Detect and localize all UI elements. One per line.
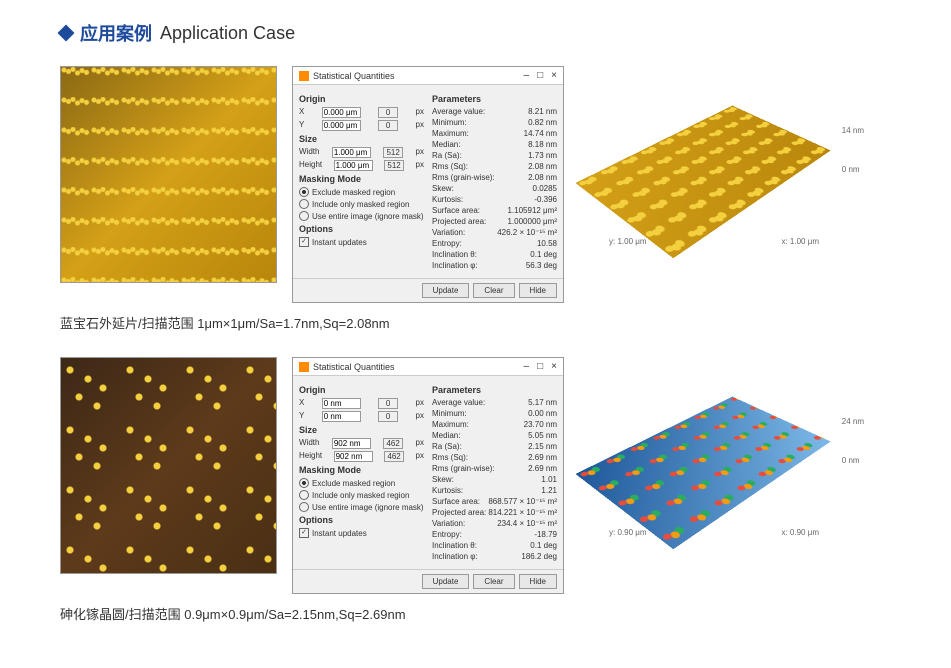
height-input[interactable] — [334, 451, 373, 462]
width-input[interactable] — [332, 147, 371, 158]
params-list-2: Average value:5.17 nm Minimum:0.00 nm Maxi… — [432, 398, 557, 561]
origin-label: Origin — [299, 385, 424, 395]
param-row: Entropy:-18.79 — [432, 530, 557, 539]
origin-y-input[interactable] — [322, 120, 361, 131]
afm-3d-view-1: y: 1.00 μm x: 1.00 μm 14 nm0 nm — [579, 66, 869, 266]
radio-entire[interactable]: Use entire image (ignore mask) — [299, 502, 424, 512]
param-row: Inclination θ:0.1 deg — [432, 250, 557, 259]
param-row: Inclination φ:56.3 deg — [432, 261, 557, 270]
afm-3d-view-2: y: 0.90 μm x: 0.90 μm 24 nm0 nm — [579, 357, 869, 557]
update-button[interactable]: Update — [422, 283, 470, 298]
masking-label: Masking Mode — [299, 465, 424, 475]
param-row: Kurtosis:-0.396 — [432, 195, 557, 204]
stats-dialog-1: Statistical Quantities –□× Origin X0px Y… — [292, 66, 564, 303]
param-row: Variation:426.2 × 10⁻¹⁵ m² — [432, 228, 557, 237]
param-row: Rms (grain-wise):2.69 nm — [432, 464, 557, 473]
dialog-title: Statistical Quantities — [313, 71, 395, 81]
origin-x-input[interactable] — [322, 398, 361, 409]
param-row: Maximum:23.70 nm — [432, 420, 557, 429]
clear-button[interactable]: Clear — [473, 574, 514, 589]
width-input[interactable] — [332, 438, 371, 449]
param-row: Rms (grain-wise):2.08 nm — [432, 173, 557, 182]
radio-include[interactable]: Include only masked region — [299, 490, 424, 500]
size-label: Size — [299, 425, 424, 435]
params-list-1: Average value:8.21 nm Minimum:0.82 nm Maxi… — [432, 107, 557, 270]
param-row: Inclination θ:0.1 deg — [432, 541, 557, 550]
origin-y-input[interactable] — [322, 411, 361, 422]
hide-button[interactable]: Hide — [519, 283, 557, 298]
case-1: Statistical Quantities –□× Origin X0px Y… — [60, 66, 891, 332]
hide-button[interactable]: Hide — [519, 574, 557, 589]
param-row: Median:8.18 nm — [432, 140, 557, 149]
diamond-icon — [58, 25, 75, 42]
param-row: Variation:234.4 × 10⁻¹⁵ m² — [432, 519, 557, 528]
origin-label: Origin — [299, 94, 424, 104]
param-row: Surface area:1.105912 μm² — [432, 206, 557, 215]
radio-entire[interactable]: Use entire image (ignore mask) — [299, 211, 424, 221]
instant-updates-checkbox[interactable]: ✓Instant updates — [299, 237, 424, 247]
param-row: Entropy:10.58 — [432, 239, 557, 248]
update-button[interactable]: Update — [422, 574, 470, 589]
clear-button[interactable]: Clear — [473, 283, 514, 298]
app-icon — [299, 71, 309, 81]
param-row: Kurtosis:1.21 — [432, 486, 557, 495]
instant-updates-checkbox[interactable]: ✓Instant updates — [299, 528, 424, 538]
header-chinese: 应用案例 — [80, 20, 152, 46]
param-row: Minimum:0.82 nm — [432, 118, 557, 127]
param-row: Maximum:14.74 nm — [432, 129, 557, 138]
origin-x-input[interactable] — [322, 107, 361, 118]
param-row: Surface area:868.577 × 10⁻¹⁵ m² — [432, 497, 557, 506]
params-label: Parameters — [432, 385, 557, 395]
dialog-titlebar[interactable]: Statistical Quantities –□ × — [293, 358, 563, 376]
caption-1: 蓝宝石外延片/扫描范围 1μm×1μm/Sa=1.7nm,Sq=2.08nm — [60, 313, 891, 332]
header-english: Application Case — [160, 23, 295, 44]
stats-dialog-2: Statistical Quantities –□× Origin X0px Y… — [292, 357, 564, 594]
minimize-icon[interactable]: – — [524, 70, 530, 81]
param-row: Ra (Sa):1.73 nm — [432, 151, 557, 160]
minimize-icon[interactable]: – — [524, 361, 530, 372]
param-row: Projected area:814.221 × 10⁻¹⁵ m² — [432, 508, 557, 517]
afm-2d-image-1 — [60, 66, 277, 283]
param-row: Rms (Sq):2.08 nm — [432, 162, 557, 171]
param-row: Skew:1.01 — [432, 475, 557, 484]
radio-exclude[interactable]: Exclude masked region — [299, 187, 424, 197]
size-label: Size — [299, 134, 424, 144]
options-label: Options — [299, 224, 424, 234]
options-label: Options — [299, 515, 424, 525]
app-icon — [299, 362, 309, 372]
case-2: Statistical Quantities –□× Origin X0px Y… — [60, 357, 891, 623]
params-label: Parameters — [432, 94, 557, 104]
param-row: Skew:0.0285 — [432, 184, 557, 193]
param-row: Rms (Sq):2.69 nm — [432, 453, 557, 462]
maximize-icon[interactable]: □ — [537, 70, 543, 81]
section-header: 应用案例 Application Case — [60, 20, 891, 46]
height-input[interactable] — [334, 160, 373, 171]
param-row: Minimum:0.00 nm — [432, 409, 557, 418]
caption-2: 砷化镓晶圆/扫描范围 0.9μm×0.9μm/Sa=2.15nm,Sq=2.69… — [60, 604, 891, 623]
param-row: Projected area:1.000000 μm² — [432, 217, 557, 226]
param-row: Average value:8.21 nm — [432, 107, 557, 116]
param-row: Ra (Sa):2.15 nm — [432, 442, 557, 451]
radio-exclude[interactable]: Exclude masked region — [299, 478, 424, 488]
close-icon[interactable]: × — [551, 70, 557, 81]
dialog-titlebar[interactable]: Statistical Quantities –□ × — [293, 67, 563, 85]
afm-2d-image-2 — [60, 357, 277, 574]
param-row: Average value:5.17 nm — [432, 398, 557, 407]
dialog-title: Statistical Quantities — [313, 362, 395, 372]
param-row: Median:5.05 nm — [432, 431, 557, 440]
maximize-icon[interactable]: □ — [537, 361, 543, 372]
radio-include[interactable]: Include only masked region — [299, 199, 424, 209]
masking-label: Masking Mode — [299, 174, 424, 184]
param-row: Inclination φ:186.2 deg — [432, 552, 557, 561]
close-icon[interactable]: × — [551, 361, 557, 372]
